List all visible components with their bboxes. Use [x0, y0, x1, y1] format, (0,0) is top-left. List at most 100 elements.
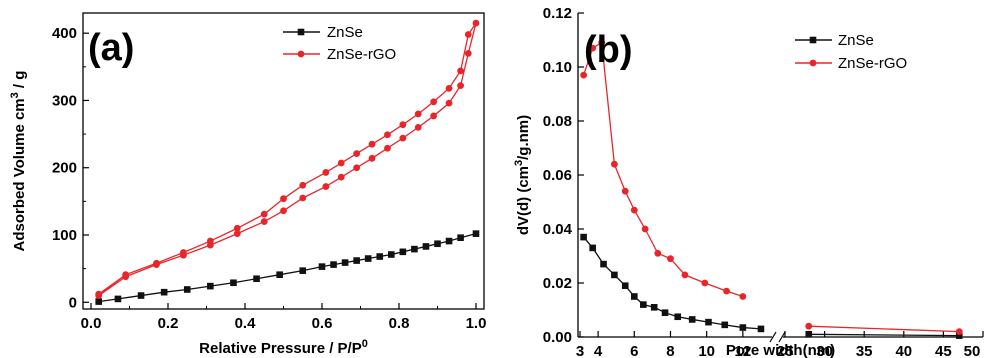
data-point-znse-rgo-a: [122, 271, 130, 279]
data-point-znse-a: [183, 286, 191, 293]
legend-label-a: ZnSe: [327, 24, 363, 41]
x-tick-label-b: 25: [777, 343, 794, 358]
legend-label-b: ZnSe: [838, 32, 874, 49]
data-point-znse-rgo-b: [589, 44, 597, 52]
data-point-znse-rgo-a: [322, 169, 330, 176]
x-tick-label-a: 0.0: [81, 315, 102, 332]
data-point-znse-rgo-a: [260, 218, 268, 225]
data-point-znse-b: [955, 332, 963, 339]
x-tick-label-b: 10: [698, 343, 715, 358]
y-axis-label-b: dV(d) (cm3/g.nm): [513, 115, 532, 235]
data-point-znse-rgo-b: [654, 249, 662, 257]
panel-label-b: (b): [584, 29, 633, 71]
data-point-znse-rgo-a: [445, 84, 453, 92]
data-point-znse-rgo-b: [701, 279, 709, 287]
legend-marker-a: [297, 28, 305, 36]
y-tick-label-b: 0.02: [543, 275, 572, 292]
y-tick-label-a: 100: [52, 227, 77, 244]
data-point-znse-rgo-a: [384, 144, 391, 152]
data-point-znse-b: [630, 293, 638, 300]
data-point-znse-rgo-a: [464, 49, 472, 57]
data-point-znse-rgo-a: [95, 290, 103, 298]
data-point-znse-b: [589, 244, 596, 252]
data-point-znse-rgo-a: [399, 134, 407, 142]
data-point-znse-a: [207, 282, 214, 290]
data-point-znse-b: [757, 325, 765, 333]
x-tick-label-b: 4: [594, 343, 603, 358]
data-point-znse-a: [457, 234, 464, 241]
x-tick-label-b: 40: [895, 343, 912, 358]
axis-break-mark-b: [778, 331, 786, 343]
data-point-znse-b: [674, 313, 682, 321]
data-point-znse-a: [230, 279, 237, 287]
data-point-znse-a: [160, 288, 168, 296]
data-point-znse-rgo-a: [337, 159, 345, 167]
data-point-znse-rgo-a: [464, 31, 472, 38]
data-point-znse-rgo-b: [598, 39, 606, 47]
data-point-znse-a: [399, 248, 407, 256]
x-tick-label-a: 0.6: [312, 315, 333, 332]
data-point-znse-b: [611, 271, 618, 279]
data-point-znse-rgo-a: [180, 249, 187, 256]
data-point-znse-a: [276, 271, 283, 278]
data-point-znse-rgo-b: [630, 206, 638, 214]
data-point-znse-a: [330, 261, 337, 268]
data-point-znse-rgo-a: [353, 164, 361, 172]
data-point-znse-rgo-b: [805, 322, 813, 330]
y-axis-label-a: Adsorbed Volume cm3 / g: [9, 71, 28, 252]
data-point-znse-a: [422, 243, 430, 250]
series-line-znse-b: [583, 236, 762, 330]
data-point-znse-b: [640, 301, 647, 308]
data-point-znse-rgo-a: [368, 154, 376, 162]
data-point-znse-a: [445, 237, 453, 245]
data-point-znse-b: [661, 309, 669, 316]
x-tick-label-b: 8: [666, 343, 674, 358]
data-point-znse-rgo-b: [641, 225, 649, 233]
data-point-znse-rgo-b: [580, 71, 588, 79]
data-point-znse-rgo-b: [955, 328, 963, 335]
series-line-znse-rgo-a: [98, 22, 477, 297]
data-point-znse-b: [721, 321, 729, 329]
data-point-znse-rgo-a: [353, 150, 361, 158]
x-tick-label-b: 30: [816, 343, 833, 358]
x-tick-label-a: 0.4: [235, 315, 257, 332]
series-line-znse-b: [808, 333, 960, 337]
data-point-znse-a: [318, 263, 326, 270]
y-tick-label-a: 400: [52, 25, 77, 42]
x-axis-label-a: Relative Pressure / P/P0: [199, 338, 368, 357]
data-point-znse-a: [95, 298, 102, 305]
data-point-znse-rgo-b: [610, 160, 618, 168]
data-point-znse-a: [253, 275, 260, 283]
data-point-znse-rgo-a: [206, 237, 214, 245]
data-point-znse-b: [621, 282, 629, 289]
panel-label-a: (a): [88, 27, 134, 69]
data-point-znse-a: [137, 292, 145, 299]
data-point-znse-rgo-a: [368, 140, 376, 148]
data-point-znse-rgo-a: [322, 183, 330, 190]
data-point-znse-rgo-a: [430, 98, 438, 106]
x-axis-label-b: Pore width(nm): [726, 342, 835, 358]
x-tick-label-a: 0.2: [158, 315, 179, 332]
y-tick-label-b: 0.10: [543, 59, 572, 76]
data-point-znse-rgo-a: [280, 195, 287, 203]
data-point-znse-rgo-a: [457, 67, 464, 75]
data-point-znse-rgo-a: [299, 181, 307, 189]
series-line-znse-rgo-b: [808, 325, 960, 333]
legend-marker-b: [809, 59, 817, 67]
data-point-znse-rgo-a: [445, 99, 453, 107]
data-point-znse-a: [434, 240, 441, 248]
data-point-znse-rgo-b: [667, 255, 674, 263]
data-point-znse-a: [388, 251, 395, 258]
x-tick-label-b: 50: [964, 343, 981, 358]
y-tick-label-a: 0: [69, 294, 77, 311]
data-point-znse-a: [299, 267, 307, 274]
y-tick-label-b: 0.00: [543, 329, 572, 346]
data-point-znse-b: [739, 324, 747, 331]
data-point-znse-a: [353, 257, 360, 264]
data-point-znse-a: [411, 245, 418, 253]
x-tick-label-a: 1.0: [466, 315, 487, 332]
data-point-znse-rgo-a: [260, 210, 268, 218]
data-point-znse-rgo-a: [153, 259, 160, 267]
series-line-znse-rgo-b: [583, 41, 744, 298]
